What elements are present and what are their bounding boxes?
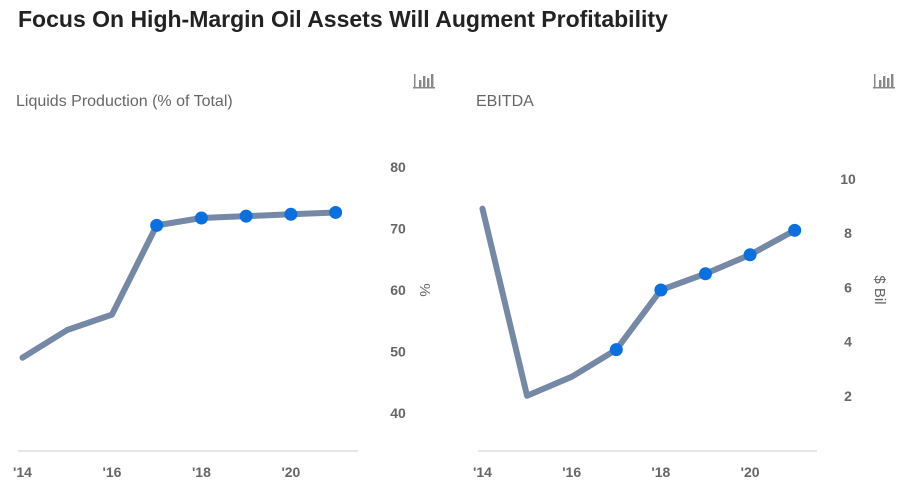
chart-title: EBITDA (476, 93, 534, 110)
y-tick-label: 40 (390, 405, 406, 421)
series-line (19, 209, 339, 361)
chart-title: Liquids Production (% of Total) (16, 93, 233, 110)
data-point[interactable] (150, 218, 164, 232)
x-tick-label: '20 (741, 464, 760, 480)
y-tick-label: 80 (390, 159, 406, 175)
y-tick-label: 8 (844, 225, 852, 241)
data-point[interactable] (698, 267, 712, 281)
y-tick-label: 70 (390, 220, 406, 236)
x-tick-label: '18 (192, 464, 211, 480)
data-point[interactable] (329, 205, 343, 219)
ebitda-plot: '14 '16 '18 '20 2 4 6 8 10 $ Bil (473, 171, 888, 480)
y-tick-label: 60 (390, 282, 406, 298)
x-tick-label: '14 (13, 464, 32, 480)
y-tick-label: 2 (844, 388, 852, 404)
y-tick-label: 50 (390, 344, 406, 360)
x-tick-label: '14 (473, 464, 492, 480)
data-point[interactable] (743, 248, 757, 262)
data-point[interactable] (194, 211, 208, 225)
data-point[interactable] (788, 223, 802, 237)
y-axis-title: $ Bil (871, 275, 888, 304)
y-tick-label: 6 (844, 279, 852, 295)
ebitda-chart: EBITDA '14 '16 '18 '20 2 4 6 8 10 $ Bil (460, 0, 905, 490)
liquids-production-chart: Liquids Production (% of Total) '14'16'1… (0, 0, 450, 490)
y-tick-label: 10 (840, 171, 856, 187)
series-line (479, 205, 798, 399)
x-tick-label: '16 (562, 464, 581, 480)
x-tick-label: '20 (281, 464, 300, 480)
bar-chart-icon[interactable] (412, 70, 436, 90)
liquids-production-plot: '14 '16 '18 '20 40 50 60 70 80% (13, 159, 433, 480)
x-tick-label: '18 (651, 464, 670, 480)
y-axis-title: % (416, 283, 433, 296)
x-tick-label: '16 (102, 464, 121, 480)
y-tick-label: 4 (844, 334, 852, 350)
data-point[interactable] (609, 343, 623, 357)
page-title: Focus On High-Margin Oil Assets Will Aug… (18, 6, 668, 32)
data-point[interactable] (654, 283, 668, 297)
bar-chart-icon[interactable] (872, 70, 896, 90)
data-point[interactable] (284, 207, 298, 221)
data-point[interactable] (239, 209, 253, 223)
